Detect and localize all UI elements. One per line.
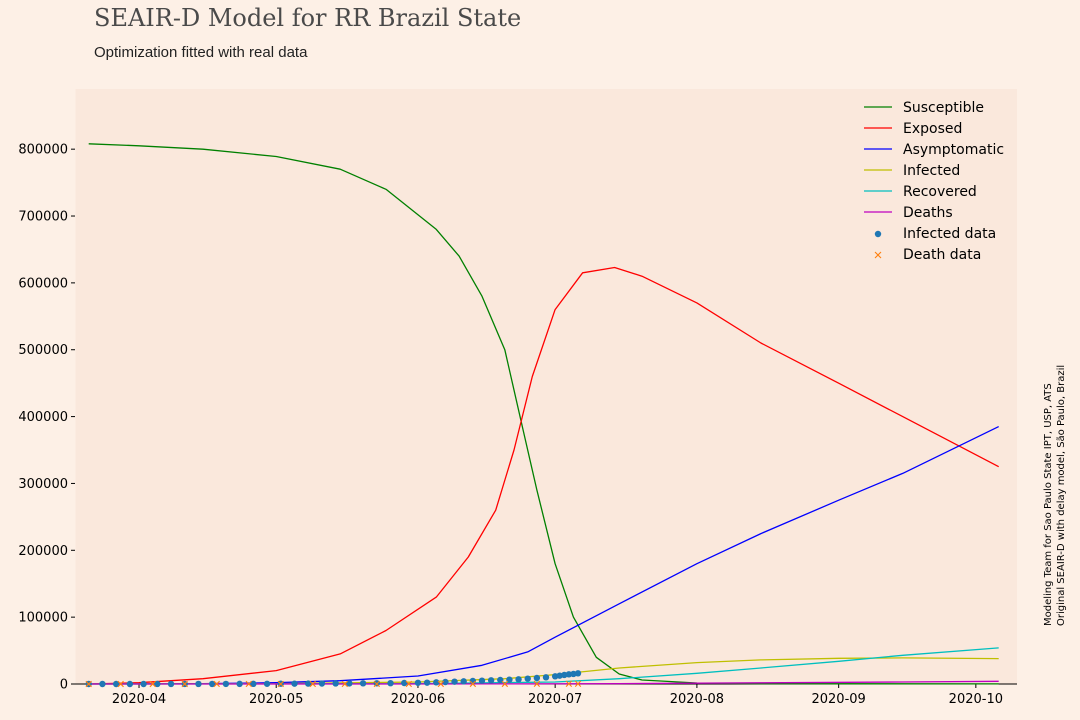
- point-infected-data-23: [401, 679, 408, 687]
- y-tick-label-0: 0: [60, 678, 68, 693]
- point-infected-data-36: [524, 675, 531, 682]
- point-death-data-9: [373, 680, 380, 688]
- point-infected-data-22: [387, 679, 394, 687]
- series-line-asymptomatic: [88, 426, 999, 685]
- legend-swatch-death-data: [874, 251, 882, 259]
- x-tick-label-6: 2020-10: [949, 692, 1003, 707]
- point-death-data-12: [469, 680, 477, 688]
- point-infected-data-26: [433, 679, 440, 686]
- x-tick-label-5: 2020-09: [811, 692, 865, 707]
- point-death-data-5: [245, 680, 252, 688]
- x-tick-label-4: 2020-08: [670, 692, 724, 707]
- point-death-data-2: [149, 680, 156, 688]
- series-points-death-data: [85, 680, 582, 688]
- point-infected-data-42: [565, 671, 573, 678]
- chart-subtitle: Optimization fitted with real data: [94, 44, 308, 61]
- point-death-data-6: [277, 680, 284, 688]
- point-infected-data-19: [346, 680, 353, 687]
- point-death-data-13: [501, 680, 509, 688]
- point-infected-data-5: [154, 680, 161, 688]
- x-tick-label-3: 2020-07: [528, 692, 582, 707]
- y-tick-label-5: 500000: [18, 343, 68, 358]
- legend: Susceptible Exposed Asymptomatic Infected Re…: [864, 100, 1004, 263]
- legend-swatch-infected-data: [874, 230, 882, 238]
- point-infected-data-11: [236, 680, 243, 688]
- series-line-infected: [88, 657, 999, 685]
- point-infected-data-38: [542, 674, 550, 681]
- point-infected-data-18: [332, 680, 339, 687]
- legend-label-susceptible: Susceptible: [903, 100, 984, 116]
- point-infected-data-29: [460, 678, 467, 685]
- point-infected-data-1: [99, 680, 106, 688]
- point-death-data-0: [85, 680, 92, 688]
- y-tick-label-3: 300000: [18, 477, 68, 492]
- legend-label-infected-data: Infected data: [903, 226, 996, 242]
- plot-area: [75, 89, 1017, 684]
- point-infected-data-24: [414, 679, 422, 686]
- point-infected-data-2: [112, 680, 120, 688]
- point-infected-data-4: [140, 680, 147, 688]
- point-infected-data-16: [305, 680, 312, 687]
- point-death-data-1: [117, 680, 124, 688]
- point-infected-data-20: [359, 680, 367, 687]
- x-tick-label-0: 2020-04: [112, 692, 166, 707]
- y-tick-label-2: 200000: [18, 544, 68, 559]
- y-tick-label-1: 100000: [18, 611, 68, 626]
- chart-title: SEAIR-D Model for RR Brazil State: [94, 4, 522, 32]
- series-line-exposed: [88, 266, 1000, 685]
- point-infected-data-32: [487, 677, 495, 684]
- point-death-data-16: [574, 680, 582, 688]
- series-points-infected-data: [85, 670, 582, 688]
- legend-label-asymptomatic: Asymptomatic: [903, 142, 1004, 158]
- point-death-data-8: [341, 680, 348, 688]
- point-death-data-11: [437, 680, 445, 688]
- point-infected-data-9: [208, 680, 216, 688]
- y-tick-label-6: 600000: [18, 276, 68, 291]
- legend-label-death-data: Death data: [903, 247, 981, 263]
- point-infected-data-27: [442, 678, 449, 686]
- point-infected-data-44: [574, 670, 582, 677]
- point-infected-data-3: [126, 680, 134, 688]
- x-tick-label-1: 2020-05: [249, 692, 303, 707]
- point-infected-data-10: [222, 680, 230, 688]
- legend-label-deaths: Deaths: [903, 205, 953, 221]
- legend-label-recovered: Recovered: [903, 184, 977, 200]
- point-death-data-10: [405, 680, 413, 688]
- point-infected-data-25: [423, 679, 431, 686]
- point-infected-data-13: [263, 680, 271, 687]
- point-death-data-14: [533, 680, 541, 688]
- series-line-susceptible: [88, 143, 999, 685]
- point-infected-data-6: [167, 680, 175, 688]
- point-infected-data-8: [195, 680, 202, 688]
- point-infected-data-15: [291, 680, 298, 687]
- point-infected-data-17: [318, 680, 326, 687]
- point-death-data-3: [181, 680, 188, 688]
- point-infected-data-35: [515, 676, 522, 683]
- point-death-data-15: [565, 680, 573, 688]
- point-infected-data-12: [250, 680, 257, 688]
- point-infected-data-28: [451, 678, 458, 685]
- legend-label-infected: Infected: [903, 163, 960, 179]
- point-death-data-7: [309, 680, 316, 688]
- point-infected-data-31: [478, 677, 486, 684]
- point-death-data-4: [213, 680, 220, 688]
- legend-label-exposed: Exposed: [903, 121, 962, 137]
- x-tick-label-2: 2020-06: [391, 692, 445, 707]
- y-tick-label-4: 400000: [18, 410, 68, 425]
- point-infected-data-37: [533, 674, 541, 682]
- y-tick-label-7: 700000: [18, 210, 68, 225]
- y-tick-label-8: 800000: [18, 143, 68, 158]
